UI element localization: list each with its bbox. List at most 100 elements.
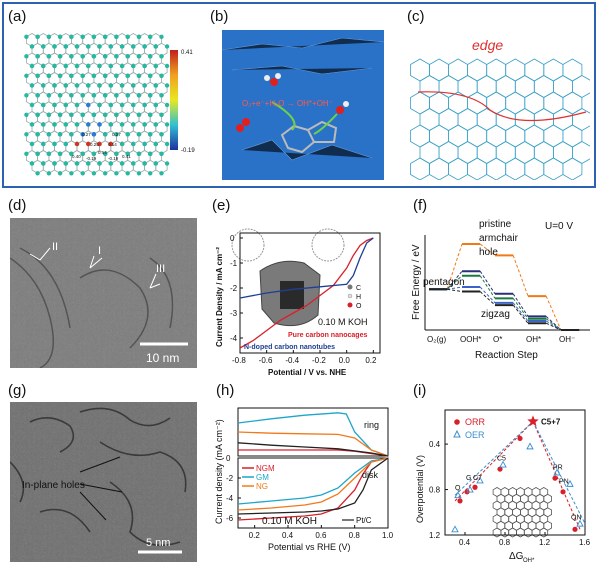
panel-g-label: (g) <box>8 382 27 399</box>
colorbar-min: -0.19 <box>181 148 195 154</box>
atom <box>131 122 136 127</box>
atom <box>148 132 153 137</box>
charge-label: 0.14 <box>108 142 117 147</box>
hex-cell <box>495 75 516 98</box>
hex-cell <box>410 157 430 180</box>
atom <box>159 132 164 137</box>
tem-marker-iii: III <box>156 263 165 275</box>
x-tick-label: 1.0 <box>382 531 394 540</box>
hex-cell <box>562 124 583 148</box>
x-tick-label: 0.4 <box>282 531 294 540</box>
atom <box>114 93 119 98</box>
atom <box>46 171 52 176</box>
point-label: PN <box>559 478 569 485</box>
y-tick-label: -4 <box>230 334 238 343</box>
energy-connector <box>447 288 463 293</box>
atom <box>46 54 52 59</box>
hex-cell <box>533 141 554 164</box>
panel-h-chart: 0.2 0.4 0.6 0.8 1.0 0 -2 -4 -6 Potential vs RHE (… <box>214 407 394 552</box>
legend-c: C <box>356 285 361 292</box>
disk-series-3 <box>237 457 389 515</box>
oer-point <box>553 468 561 476</box>
atom <box>63 161 68 166</box>
atom <box>159 171 164 176</box>
panel-i-plot: C5+7 QG C7 C5 PR PN QN ORR OER 0.4 0.8 1.2 1.6 0.4 0.8… <box>415 409 591 564</box>
atom <box>80 54 85 59</box>
hex-cell <box>524 157 545 180</box>
atom <box>35 34 40 39</box>
atom <box>148 73 153 78</box>
atom <box>91 93 97 98</box>
atom <box>97 161 102 166</box>
charge-label: 0.40 <box>72 154 81 159</box>
atom <box>153 141 158 147</box>
atom <box>29 83 35 88</box>
x-tick-label: 0.6 <box>315 531 327 540</box>
hex-cell <box>505 58 526 82</box>
point-label: C7 <box>473 475 482 482</box>
atom <box>86 44 91 49</box>
x-category-label: OH* <box>526 335 541 344</box>
x-tick-label: -0.4 <box>285 356 299 365</box>
hex-cell <box>429 124 449 148</box>
atom <box>125 73 130 78</box>
atom <box>46 34 52 39</box>
atom <box>91 151 97 156</box>
hex-cell <box>543 157 564 180</box>
y-axis-label: Current density (mA cm⁻²) <box>214 419 224 524</box>
atom <box>80 73 85 78</box>
hex-cell <box>410 124 430 148</box>
electrolyte-label: 0.10 M KOH <box>262 516 317 527</box>
orr-point <box>560 489 566 495</box>
x-tick-label: 0.8 <box>349 531 361 540</box>
atom <box>24 54 29 59</box>
atom <box>142 44 147 49</box>
hex-cell <box>476 141 497 164</box>
atom <box>52 44 57 49</box>
atom <box>103 54 108 59</box>
hex-cell <box>448 124 468 148</box>
y-tick-label: -1 <box>230 259 238 268</box>
atom <box>80 132 85 137</box>
atom <box>24 151 29 156</box>
atom <box>142 141 147 147</box>
atom <box>159 34 164 39</box>
atom <box>63 44 68 49</box>
charge-label: 0.27 <box>82 132 91 137</box>
atom <box>136 151 142 156</box>
hex-cell <box>438 141 459 164</box>
hex-cell <box>419 75 440 98</box>
tem-marker-ii: II <box>52 241 58 253</box>
atom <box>125 93 130 98</box>
hex-cell <box>505 91 526 115</box>
hex-cell <box>508 527 517 538</box>
charge-label: 0.41 <box>122 154 131 159</box>
atom <box>29 161 35 166</box>
atom <box>108 122 114 127</box>
x-axis-label: Potential vs RHE (V) <box>268 542 351 552</box>
atom <box>69 171 74 176</box>
hex-cell <box>457 141 478 164</box>
atom <box>159 112 164 118</box>
atom <box>52 83 57 88</box>
atom <box>164 102 170 108</box>
legend-label: GM <box>256 473 269 482</box>
hex-cell <box>476 75 497 98</box>
atom <box>108 63 114 69</box>
volcano-line-orr <box>454 421 534 502</box>
hex-cell <box>571 108 590 131</box>
hex-cell <box>552 108 573 131</box>
energy-connector <box>512 255 529 297</box>
hex-cell <box>531 527 541 538</box>
atom <box>63 63 68 69</box>
atom <box>103 132 108 137</box>
series-label-3: pentagon <box>423 277 465 288</box>
peak-star <box>527 415 539 427</box>
legend-label: NGM <box>256 464 275 473</box>
energy-connector <box>479 275 496 299</box>
legend-orr-label: ORR <box>465 417 486 427</box>
x-tick-label: 0.8 <box>499 538 511 547</box>
atom <box>125 132 130 137</box>
series-label-0: pristine <box>479 219 512 230</box>
oer-point <box>526 442 534 450</box>
